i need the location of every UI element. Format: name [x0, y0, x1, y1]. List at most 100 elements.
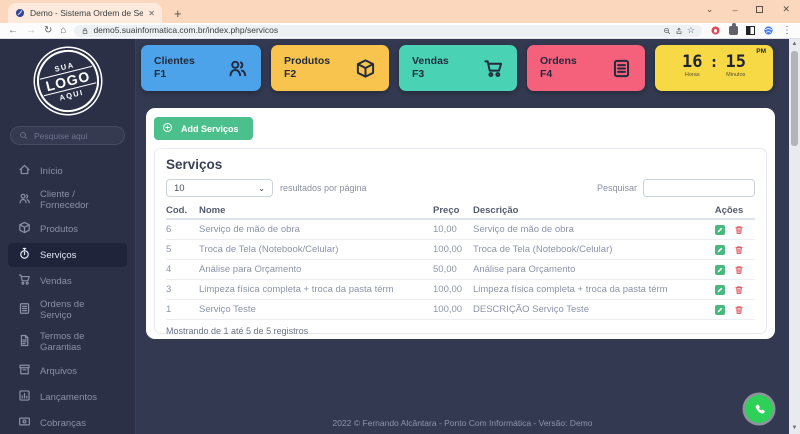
- sidebar-item[interactable]: Produtos: [8, 217, 127, 241]
- chevron-down-icon: ⌄: [258, 183, 265, 193]
- bookmark-star-icon[interactable]: ☆: [686, 25, 695, 35]
- search-icon: [19, 127, 28, 145]
- edit-button[interactable]: [714, 244, 725, 255]
- whatsapp-button[interactable]: [745, 395, 773, 423]
- main-content: Clientes F1 Produtos F2: [136, 39, 789, 434]
- table-row: 6 Serviço de mão de obra 10,00 Serviço d…: [166, 220, 755, 240]
- sidebar-item[interactable]: Serviços: [8, 243, 127, 267]
- scrollbar-thumb[interactable]: [791, 51, 798, 146]
- window-maximize-icon[interactable]: [756, 6, 764, 13]
- edit-button[interactable]: [714, 304, 725, 315]
- clock-card: PM 16 Horas : 15 Minutos: [655, 45, 773, 91]
- url-text[interactable]: demo5.suainformatica.com.br/index.php/se…: [93, 26, 279, 35]
- clock-hours: 16: [682, 52, 703, 72]
- clock-minutes-label: Minutos: [726, 72, 746, 78]
- billing-icon: [18, 415, 31, 431]
- shortcut-card[interactable]: Ordens F4: [527, 45, 645, 91]
- delete-button[interactable]: [734, 225, 744, 235]
- cart-icon: [483, 58, 504, 79]
- sidebar-item[interactable]: Termos de Garantias: [8, 327, 127, 357]
- table-row: 5 Troca de Tela (Notebook/Celular) 100,0…: [166, 240, 755, 260]
- clipboard-icon: [18, 302, 31, 318]
- lock-icon: [81, 22, 89, 40]
- extension-globe-icon[interactable]: [763, 25, 774, 36]
- sidebar-item[interactable]: Arquivos: [8, 359, 127, 383]
- clock-meridiem: PM: [756, 48, 766, 55]
- logo: SUA LOGO AQUI: [29, 43, 106, 119]
- table-search-input[interactable]: [643, 179, 755, 197]
- servicos-table: Cod. Nome Preço Descrição Ações 6 Serviç…: [166, 203, 755, 342]
- edit-button[interactable]: [714, 224, 725, 235]
- sidebar-item[interactable]: Lançamentos: [8, 385, 127, 409]
- stopwatch-icon: [18, 247, 31, 263]
- table-summary: Mostrando de 1 até 5 de 5 registros: [166, 326, 309, 336]
- edit-button[interactable]: [714, 264, 725, 275]
- clock-minutes: 15: [725, 52, 746, 72]
- footer-text: 2022 © Fernando Alcântara - Ponto Com In…: [332, 418, 593, 428]
- shortcut-card[interactable]: Clientes F1: [141, 45, 261, 91]
- scroll-down-icon[interactable]: ▼: [791, 425, 798, 431]
- browser-toolbar: ← → ↻ ⌂ demo5.suainformatica.com.br/inde…: [0, 23, 800, 39]
- site-favicon-icon: [15, 8, 25, 18]
- delete-button[interactable]: [734, 245, 744, 255]
- card-title: Clientes: [154, 54, 195, 67]
- back-icon[interactable]: ←: [8, 24, 18, 36]
- edit-button[interactable]: [714, 284, 725, 295]
- sidebar-search[interactable]: [10, 126, 125, 145]
- card-shortcut: F1: [154, 68, 167, 80]
- delete-button[interactable]: [734, 265, 744, 275]
- tab-close-icon[interactable]: ✕: [148, 8, 155, 18]
- add-servicos-button[interactable]: Add Serviços: [154, 117, 253, 140]
- sidebar-item[interactable]: Cliente / Fornecedor: [8, 185, 127, 215]
- shortcut-cards-row: Clientes F1 Produtos F2: [136, 39, 789, 91]
- extension-bw-icon[interactable]: [746, 26, 755, 35]
- browser-menu-icon[interactable]: ⋮: [782, 24, 792, 36]
- card-shortcut: F3: [412, 68, 425, 80]
- whatsapp-phone-icon: [755, 404, 765, 414]
- sidebar-search-input[interactable]: [34, 130, 116, 141]
- tab-title: Demo - Sistema Ordem de Servi: [30, 8, 144, 18]
- reload-icon[interactable]: ↻: [44, 24, 53, 36]
- window-minimize-icon[interactable]: –: [732, 4, 738, 15]
- table-row: 1 Serviço Teste 100,00 DESCRIÇÃO Serviço…: [166, 300, 755, 320]
- contract-icon: [18, 334, 31, 350]
- per-page-label: resultados por página: [280, 183, 367, 193]
- delete-button[interactable]: [734, 285, 744, 295]
- content-panel: Add Serviços Serviços 10 ⌄ resultados po…: [146, 108, 775, 339]
- card-title: Vendas: [412, 54, 449, 67]
- search-label: Pesquisar: [596, 183, 637, 193]
- box-icon: [18, 221, 31, 237]
- window-close-icon[interactable]: ✕: [782, 4, 790, 14]
- page-size-select[interactable]: 10 ⌄: [166, 179, 273, 197]
- servicos-card: Serviços 10 ⌄ resultados por página Pesq…: [154, 148, 767, 336]
- page-title: Serviços: [166, 157, 223, 172]
- sidebar-item[interactable]: Início: [8, 159, 127, 183]
- zoom-out-icon[interactable]: [663, 22, 671, 40]
- sidebar-item[interactable]: Cobranças: [8, 411, 127, 434]
- sidebar-item[interactable]: Vendas: [8, 269, 127, 293]
- sidebar-item[interactable]: Ordens de Serviço: [8, 295, 127, 325]
- delete-button[interactable]: [734, 305, 744, 315]
- address-bar[interactable]: demo5.suainformatica.com.br/index.php/se…: [74, 22, 702, 40]
- window-chevron-icon[interactable]: ⌄: [705, 4, 714, 14]
- card-shortcut: F2: [284, 68, 297, 80]
- browser-tab[interactable]: Demo - Sistema Ordem de Servi ✕: [8, 3, 162, 23]
- scroll-up-icon[interactable]: ▲: [791, 41, 798, 47]
- archive-icon: [18, 363, 31, 379]
- sidebar: SUA LOGO AQUI Início Cli: [0, 39, 136, 434]
- extensions-puzzle-icon[interactable]: [729, 23, 738, 35]
- shortcut-card[interactable]: Vendas F3: [399, 45, 517, 91]
- plus-circle-icon: [162, 122, 173, 135]
- shortcut-card[interactable]: Produtos F2: [271, 45, 389, 91]
- sidebar-nav: Início Cliente / Fornecedor Produtos: [0, 151, 135, 434]
- share-icon[interactable]: [675, 22, 683, 40]
- table-row: 3 Limpeza física completa + troca da pas…: [166, 280, 755, 300]
- users-icon: [18, 192, 31, 208]
- new-tab-button[interactable]: +: [174, 6, 182, 21]
- clock-hours-label: Horas: [684, 72, 700, 78]
- home-icon[interactable]: ⌂: [60, 24, 67, 36]
- adblock-extension-icon[interactable]: [710, 25, 721, 36]
- forward-icon[interactable]: →: [26, 24, 36, 36]
- page-scrollbar[interactable]: ▲ ▼: [789, 39, 800, 434]
